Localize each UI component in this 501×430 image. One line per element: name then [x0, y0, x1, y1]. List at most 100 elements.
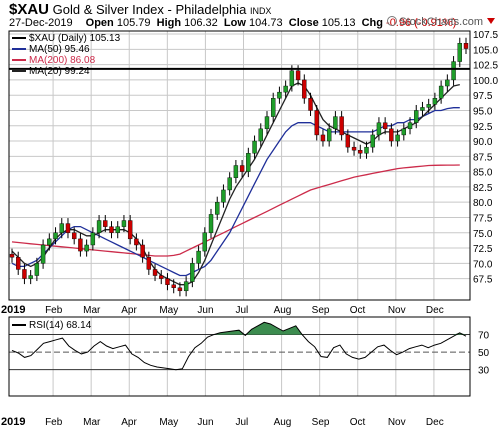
- legend-swatch-ma20: [12, 70, 26, 73]
- x-tick-label: Feb: [45, 305, 63, 316]
- x-tick-label: Sep: [312, 417, 330, 428]
- candle-body: [432, 98, 438, 105]
- open-label: Open: [85, 17, 114, 29]
- candle-body: [333, 116, 338, 130]
- candle-body: [414, 110, 419, 123]
- copyright-icon: [387, 16, 398, 26]
- candle-body: [177, 287, 183, 292]
- y-tick-label: 67.5: [473, 275, 493, 286]
- x-tick-label: Jun: [197, 417, 213, 428]
- candle-body: [121, 220, 127, 227]
- x-tick-label: Aug: [274, 305, 292, 316]
- candle-body: [53, 232, 58, 240]
- legend-swatch-rsi: [12, 324, 26, 327]
- candle-body: [146, 257, 152, 270]
- legend-ma20-label: MA(20) 99.24: [29, 66, 90, 77]
- candle-body: [438, 85, 444, 99]
- candle-body: [152, 269, 158, 276]
- candle-body: [215, 201, 220, 215]
- candle-body: [134, 238, 139, 246]
- y-tick-label: 72.5: [473, 244, 493, 255]
- low-label: Low: [223, 17, 246, 29]
- x-tick-label: May: [159, 417, 178, 428]
- open-value: 105.79: [116, 17, 151, 29]
- y-tick-label: 50: [478, 348, 490, 359]
- candle-body: [28, 275, 33, 279]
- candle-body: [165, 278, 170, 285]
- x-tick-label: Jul: [236, 305, 249, 316]
- y-tick-label: 95.0: [473, 106, 493, 117]
- brand-text: StockCharts.com: [399, 16, 483, 28]
- x-tick-label: 2019: [1, 416, 25, 428]
- candle-body: [239, 165, 245, 172]
- y-tick-label: 85.0: [473, 168, 493, 179]
- x-tick-label: Jun: [197, 305, 213, 316]
- rsi-line: [11, 321, 467, 371]
- candle-body: [320, 134, 326, 142]
- candle-body: [22, 269, 27, 279]
- x-tick-label: Feb: [45, 417, 63, 428]
- candle-body: [159, 275, 164, 279]
- x-tick-label: Nov: [388, 417, 406, 428]
- candle-body: [208, 214, 214, 233]
- candle-body: [401, 128, 407, 136]
- y-tick-label: 102.5: [473, 61, 498, 72]
- candle-body: [389, 128, 394, 142]
- legend-swatch-price: [12, 37, 26, 40]
- legend-ma200: MA(200) 86.08: [12, 55, 95, 66]
- candle-body: [382, 122, 388, 130]
- close-value: 105.13: [321, 17, 356, 29]
- candle-body: [65, 223, 71, 233]
- candle-body: [78, 238, 83, 252]
- candle-body: [426, 104, 431, 108]
- y-tick-label: 100.0: [473, 76, 498, 87]
- candle-body: [47, 238, 52, 246]
- low-value: 104.73: [248, 17, 283, 29]
- candle-body: [302, 79, 307, 99]
- x-tick-label: Oct: [350, 305, 366, 316]
- x-tick-label: Oct: [350, 417, 366, 428]
- candle-body: [190, 263, 195, 282]
- brand-logo[interactable]: StockCharts.com: [387, 16, 483, 28]
- candle-body: [252, 140, 257, 154]
- candle-body: [40, 244, 46, 264]
- candle-body: [364, 146, 369, 154]
- candle-body: [196, 250, 201, 264]
- candle-body: [264, 116, 270, 130]
- legend-swatch-ma200: [12, 59, 26, 62]
- rsi-panel-frame: [8, 316, 471, 397]
- candle-body: [96, 220, 102, 233]
- candle-body: [90, 232, 96, 246]
- last-price-marker-icon: [487, 18, 495, 24]
- candle-body: [314, 110, 319, 136]
- ma20-line: [11, 82, 460, 286]
- candle-body: [221, 189, 226, 203]
- candle-body: [127, 220, 133, 240]
- y-tick-label: 97.5: [473, 91, 493, 102]
- ma20-series: [11, 82, 460, 286]
- x-tick-label: Dec: [426, 417, 444, 428]
- index-name: Gold & Silver Index - Philadelphia: [52, 2, 247, 17]
- price-panel-frame: [8, 30, 471, 301]
- y-tick-label: 77.5: [473, 213, 493, 224]
- x-tick-label: Jul: [236, 417, 249, 428]
- legend-ma50: MA(50) 95.46: [12, 44, 90, 55]
- candle-body: [326, 128, 332, 142]
- rsi-legend-label: RSI(14) 68.14: [29, 320, 92, 331]
- time-axis: 2019 2019 Feb Feb Mar Mar Apr Apr May May Jun Jun Ju…: [1, 304, 444, 428]
- y-tick-label: 75.0: [473, 229, 493, 240]
- quote-date: 27-Dec-2019: [9, 17, 73, 29]
- x-tick-label: Aug: [274, 417, 292, 428]
- candle-body: [351, 146, 357, 151]
- candle-body: [463, 43, 469, 49]
- candle-body: [295, 70, 301, 81]
- candle-body: [84, 244, 89, 252]
- candle-body: [370, 134, 375, 148]
- candle-body: [34, 263, 40, 276]
- candle-body: [103, 220, 108, 227]
- candle-body: [289, 70, 295, 87]
- x-tick-label: Sep: [312, 305, 330, 316]
- y-tick-label: 82.5: [473, 183, 493, 194]
- candle-body: [183, 281, 189, 292]
- candle-body: [308, 98, 313, 111]
